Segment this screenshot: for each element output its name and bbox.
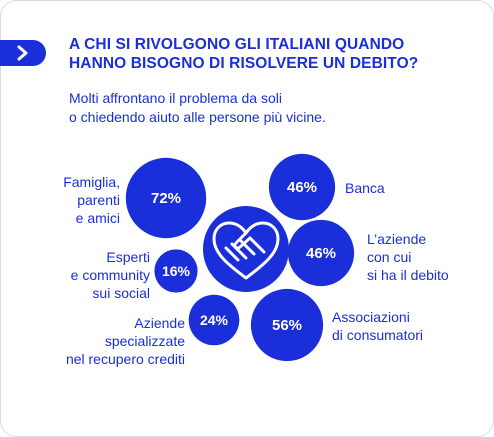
bubble-value-esperti: 16% — [162, 263, 191, 279]
label-esperti-line-1: Esperti — [106, 249, 150, 265]
label-famiglia-line-3: e amici — [75, 210, 120, 226]
title-line-1: A CHI SI RIVOLGONO GLI ITALIANI QUANDO — [69, 36, 405, 53]
chevron-tab — [0, 40, 46, 66]
label-banca: Banca — [345, 179, 445, 197]
bubble-value-famiglia: 72% — [151, 190, 181, 207]
bubble-esperti — [154, 249, 198, 293]
label-aziende-specializzate-line-2: specializzate — [104, 333, 185, 349]
label-esperti-line-2: e community — [70, 267, 150, 283]
bubble-value-aziende-debito: 46% — [306, 245, 336, 262]
bubble-value-associazioni: 56% — [272, 317, 302, 334]
page-title: A CHI SI RIVOLGONO GLI ITALIANI QUANDO H… — [69, 35, 469, 73]
chevron-right-icon — [17, 45, 28, 61]
label-associazioni: Associazioni di consumatori — [332, 308, 462, 344]
handshake-heart-icon — [203, 206, 289, 292]
subtitle-line-1: Molti affrontano il problema da soli — [69, 90, 282, 106]
label-famiglia-line-1: Famiglia, — [63, 174, 120, 190]
label-banca-line-1: Banca — [345, 180, 385, 196]
bubble-value-banca: 46% — [287, 179, 317, 196]
label-aziende-specializzate-line-3: nel recupero crediti — [65, 351, 185, 367]
label-aziende-debito-line-1: L’aziende — [367, 231, 427, 247]
label-associazioni-line-2: di consumatori — [332, 327, 424, 343]
bubble-banca — [268, 153, 336, 221]
bubble-aziende-debito — [287, 219, 355, 287]
label-famiglia-line-2: parenti — [77, 192, 120, 208]
label-aziende-specializzate: Aziende specializzate nel recupero credi… — [40, 314, 185, 368]
title-line-2: HANNO BISOGNO DI RISOLVERE UN DEBITO? — [69, 55, 419, 72]
bubble-famiglia — [125, 157, 207, 239]
label-esperti-line-3: sui social — [92, 285, 150, 301]
bubble-value-aziende-specializzate: 24% — [200, 312, 229, 328]
subtitle: Molti affrontano il problema da soli o c… — [69, 89, 449, 127]
label-associazioni-line-1: Associazioni — [332, 309, 410, 325]
bubble-aziende-specializzate — [188, 294, 240, 346]
label-aziende-debito: L’aziende con cui si ha il debito — [367, 230, 487, 284]
subtitle-line-2: o chiedendo aiuto alle persone più vicin… — [69, 109, 326, 125]
label-esperti: Esperti e community sui social — [20, 248, 150, 302]
label-aziende-debito-line-2: con cui — [367, 249, 412, 265]
bubble-associazioni — [250, 288, 324, 362]
bubble-layer: 72% 16% 24% 46% 46% 56% — [125, 153, 355, 362]
label-famiglia: Famiglia, parenti e amici — [30, 173, 120, 227]
label-aziende-debito-line-3: si ha il debito — [367, 267, 449, 283]
label-aziende-specializzate-line-1: Aziende — [134, 315, 185, 331]
